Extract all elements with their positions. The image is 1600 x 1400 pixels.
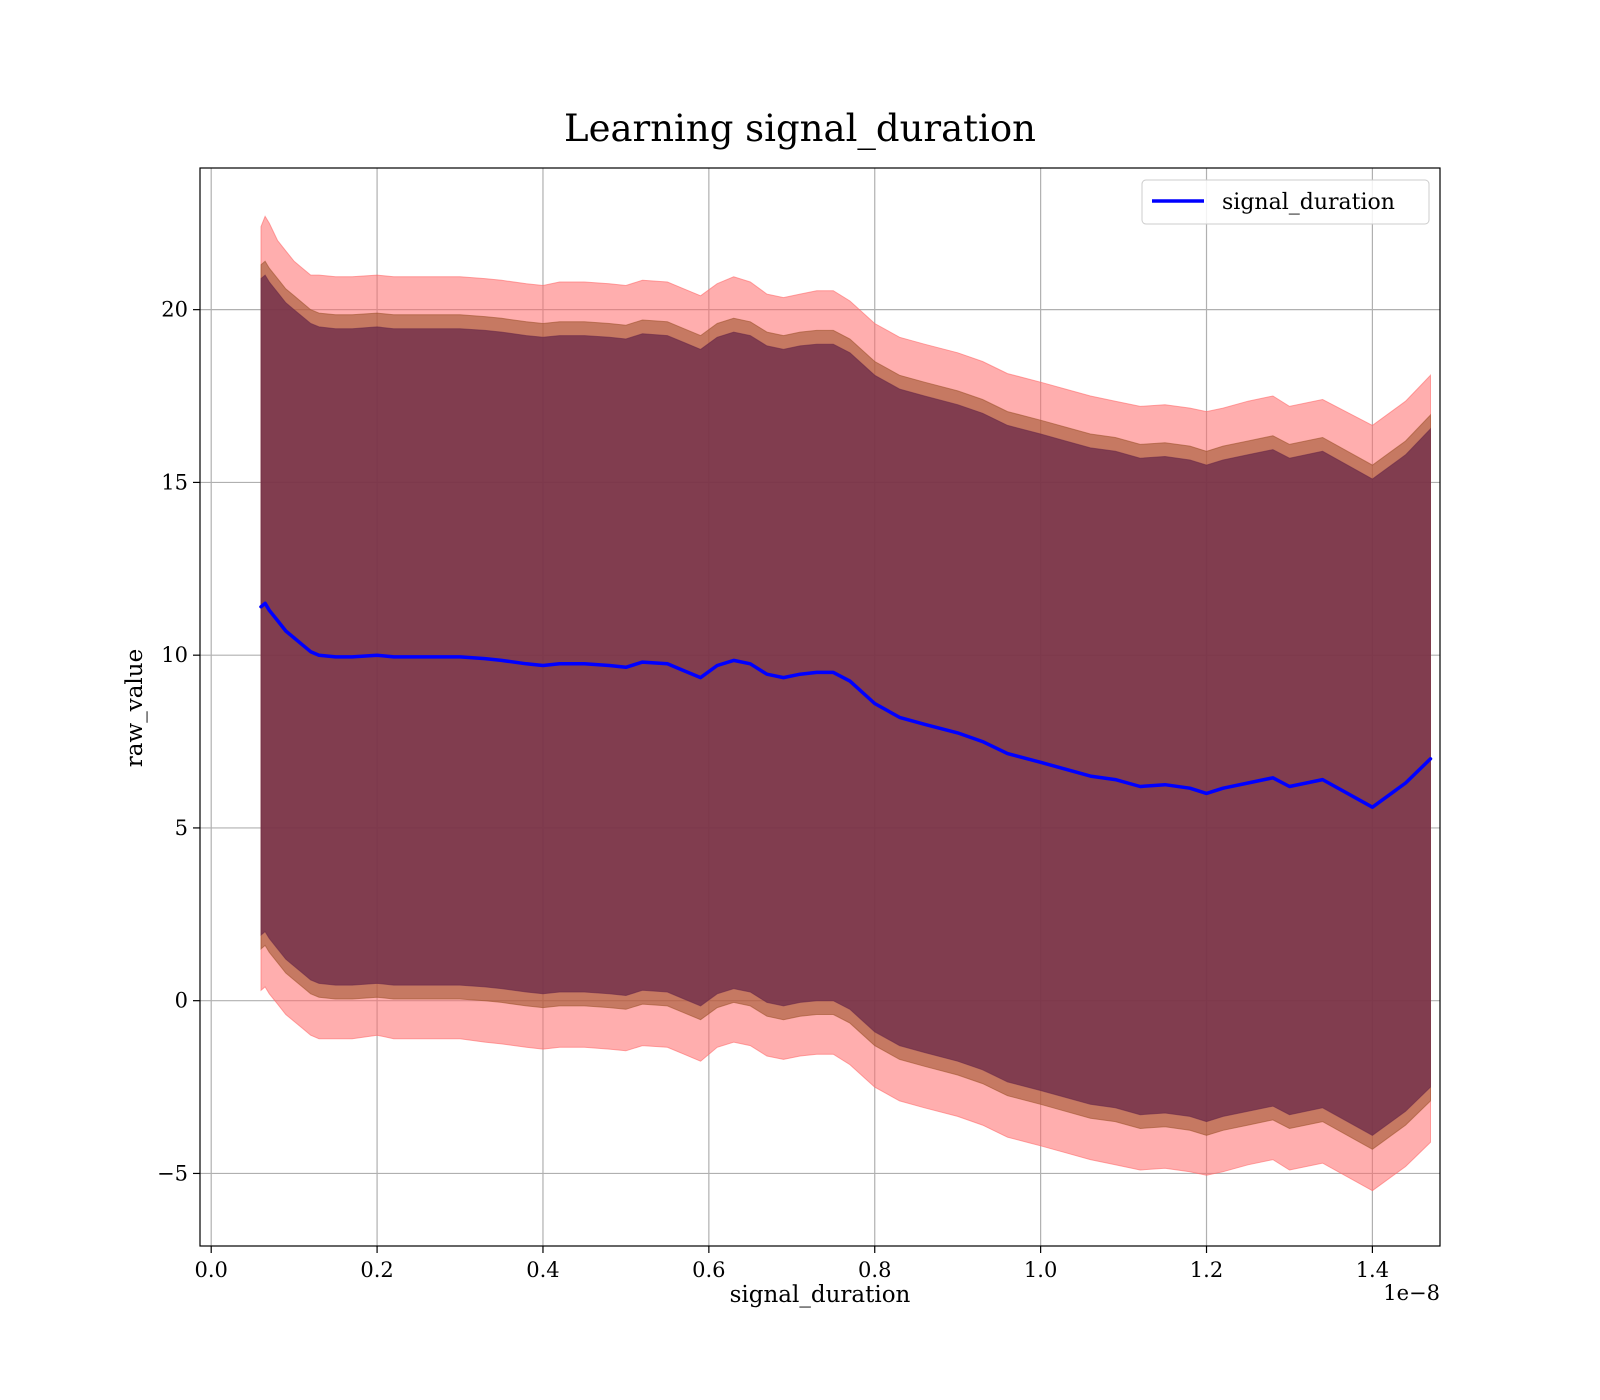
x-tick-label: 1.0 bbox=[1024, 1258, 1057, 1282]
series-lines bbox=[259, 601, 1433, 809]
series-line-signal-duration bbox=[259, 601, 1433, 809]
x-axis-ticks: 0.0 0.2 0.4 0.6 0.8 1.0 1.2 1.4 bbox=[194, 1246, 1389, 1282]
x-tick-label: 0.0 bbox=[194, 1258, 227, 1282]
x-tick-label: 0.2 bbox=[360, 1258, 393, 1282]
y-tick-label: 5 bbox=[175, 816, 188, 840]
band-inner bbox=[260, 274, 1431, 1136]
x-tick-label: 0.6 bbox=[692, 1258, 725, 1282]
x-tick-label: 0.8 bbox=[858, 1258, 891, 1282]
x-axis-offset-label: 1e−8 bbox=[1383, 1281, 1440, 1305]
x-tick-label: 0.4 bbox=[526, 1258, 559, 1282]
x-tick-label: 1.4 bbox=[1356, 1258, 1389, 1282]
y-tick-label: −5 bbox=[157, 1161, 188, 1185]
y-tick-label: 15 bbox=[161, 470, 188, 494]
chart-title: Learning signal_duration bbox=[564, 107, 1036, 151]
y-tick-label: 20 bbox=[161, 298, 188, 322]
x-axis-label: signal_duration bbox=[730, 1282, 911, 1308]
y-axis-ticks: −5 0 5 10 15 20 bbox=[157, 298, 200, 1185]
confidence-bands bbox=[260, 215, 1431, 1192]
legend-label-signal-duration: signal_duration bbox=[1222, 190, 1395, 215]
x-tick-label: 1.2 bbox=[1190, 1258, 1223, 1282]
legend: signal_duration bbox=[1141, 179, 1430, 225]
y-axis-label: raw_value bbox=[122, 649, 148, 767]
plot-area-frame bbox=[199, 167, 1441, 1247]
y-tick-label: 10 bbox=[161, 643, 188, 667]
legend-box bbox=[1141, 179, 1430, 225]
y-tick-label: 0 bbox=[175, 989, 188, 1013]
